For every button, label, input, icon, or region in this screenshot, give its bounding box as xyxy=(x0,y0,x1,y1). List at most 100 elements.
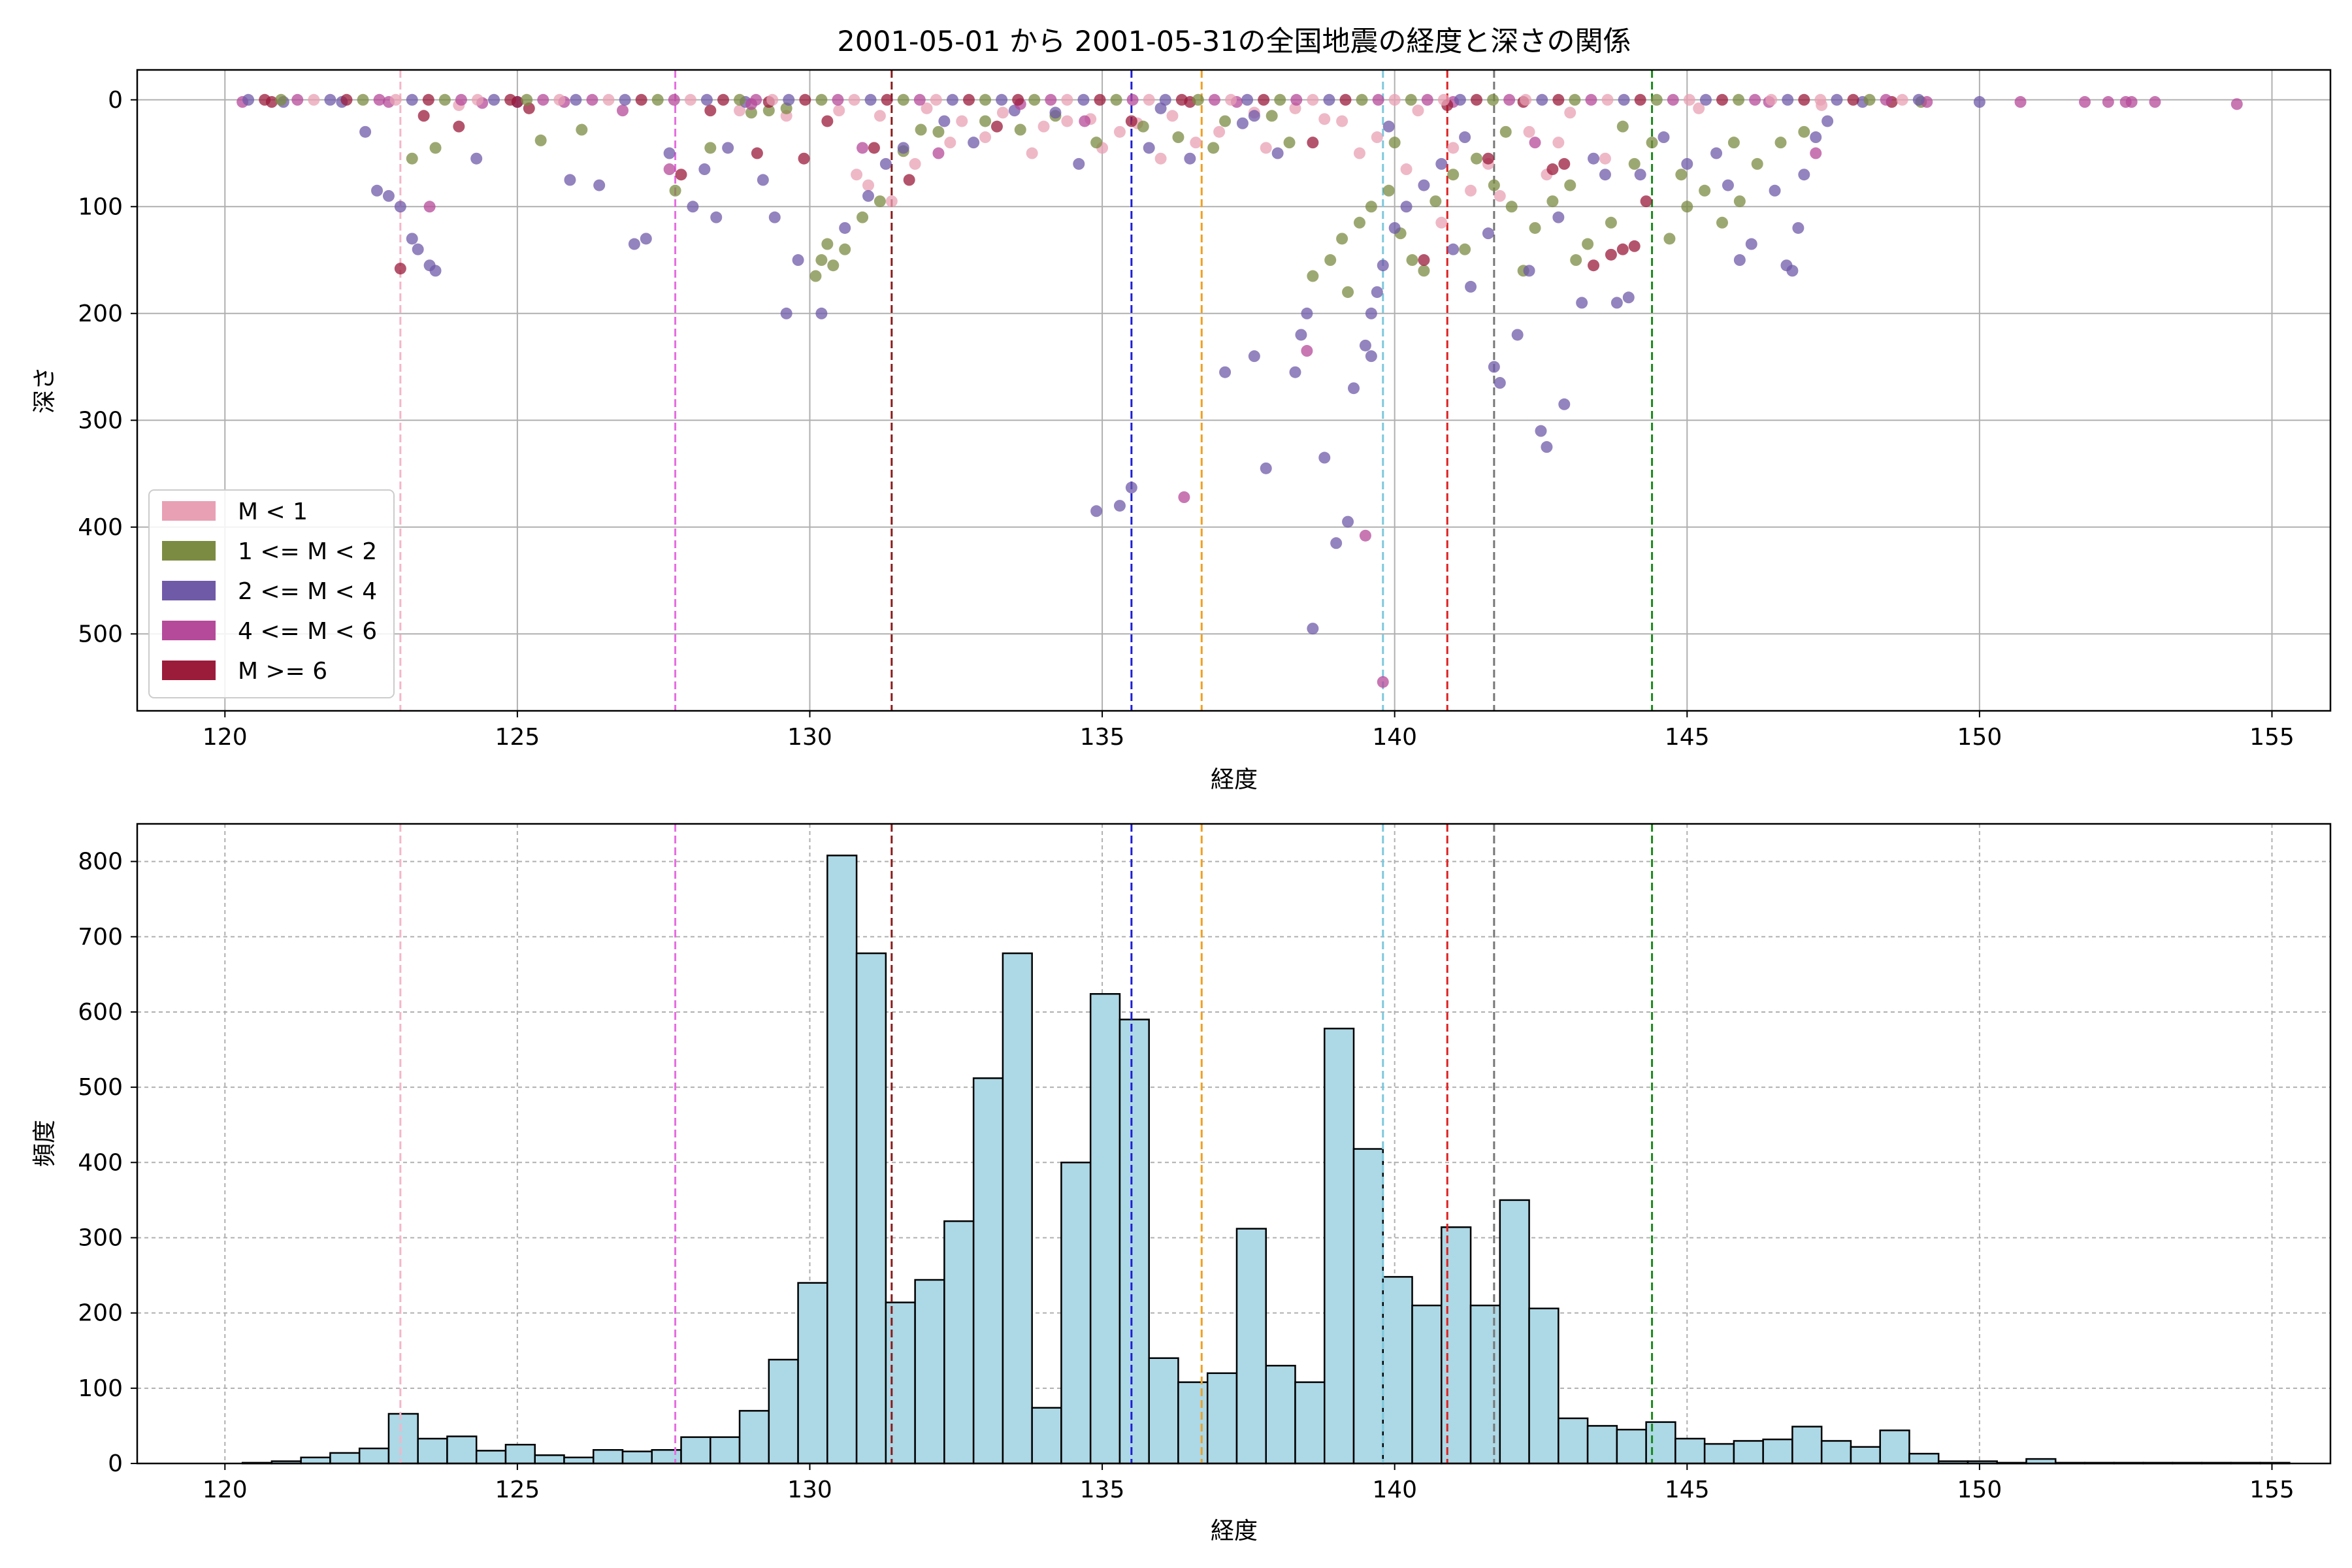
scatter-point xyxy=(1605,216,1617,229)
scatter-point xyxy=(675,169,687,181)
scatter-point xyxy=(1353,216,1365,229)
scatter-point xyxy=(1159,93,1171,106)
scatter-point xyxy=(1599,152,1611,165)
scatter-point xyxy=(1831,93,1843,106)
scatter-point xyxy=(815,93,828,106)
scatter-point xyxy=(1681,201,1693,213)
scatter-point xyxy=(1683,93,1695,106)
histogram-bar xyxy=(738,1410,770,1465)
histogram-bar xyxy=(1294,1381,1326,1465)
scatter-point xyxy=(1318,113,1331,125)
scatter-point xyxy=(990,120,1003,133)
scatter-grid xyxy=(137,70,2330,711)
scatter-point xyxy=(1353,147,1365,159)
legend-swatch xyxy=(162,581,216,600)
scatter-point xyxy=(373,93,385,106)
histogram-bar xyxy=(446,1435,478,1465)
scatter-point xyxy=(757,174,769,186)
scatter-point xyxy=(832,93,844,106)
scatter-point xyxy=(792,254,804,267)
scatter-point xyxy=(1634,93,1646,106)
scatter-point xyxy=(1727,137,1740,149)
scatter-point xyxy=(663,163,676,176)
scatter-point xyxy=(1359,529,1371,542)
scatter-point xyxy=(1348,382,1360,395)
scatter-point xyxy=(1113,500,1126,512)
scatter-point xyxy=(1225,93,1237,106)
histogram-bar xyxy=(1031,1407,1062,1465)
scatter-point xyxy=(857,142,869,154)
histogram-bar xyxy=(475,1450,507,1465)
scatter-point xyxy=(783,93,795,106)
histogram-bar xyxy=(1148,1357,1179,1465)
scatter-x-tick-label: 150 xyxy=(1957,724,2002,751)
histogram-x-tick-label: 140 xyxy=(1372,1477,1417,1503)
scatter-point xyxy=(1125,115,1137,127)
scatter-point xyxy=(1324,254,1337,267)
scatter-point xyxy=(1079,115,1091,127)
histogram-bar xyxy=(680,1436,711,1465)
scatter-point xyxy=(751,147,763,159)
scatter-point xyxy=(827,259,840,272)
histogram-bar xyxy=(1411,1304,1443,1465)
scatter-point xyxy=(1558,157,1571,170)
scatter-point xyxy=(1213,125,1226,138)
scatter-point xyxy=(848,93,860,106)
scatter-point xyxy=(704,105,717,117)
scatter-point xyxy=(1014,123,1026,136)
histogram-bar xyxy=(1206,1372,1238,1465)
scatter-point xyxy=(1137,120,1149,133)
scatter-point xyxy=(1745,238,1757,250)
scatter-point xyxy=(1154,152,1167,165)
scatter-point xyxy=(1125,482,1137,494)
scatter-point xyxy=(357,93,369,106)
scatter-point xyxy=(1447,169,1460,181)
scatter-point xyxy=(1792,221,1805,234)
scatter-y-ticks: 0 100 200 300 400 500 xyxy=(78,87,137,647)
scatter-point xyxy=(734,93,746,106)
scatter-point xyxy=(570,93,582,106)
scatter-point xyxy=(1847,93,1859,106)
scatter-point xyxy=(2149,96,2161,108)
histogram-bar xyxy=(826,855,858,1465)
scatter-point xyxy=(2014,96,2027,108)
scatter-point xyxy=(1289,366,1301,378)
scatter-point xyxy=(1190,137,1202,149)
scatter-point xyxy=(1061,115,1073,127)
scatter-point xyxy=(1388,93,1401,106)
scatter-point xyxy=(851,169,863,181)
scatter-point xyxy=(932,125,945,138)
scatter-point xyxy=(1342,515,1354,528)
scatter-point xyxy=(909,157,921,170)
legend-swatch xyxy=(162,661,216,680)
histogram-bar xyxy=(1177,1381,1209,1465)
scatter-point xyxy=(815,307,828,319)
scatter-point xyxy=(1412,105,1424,117)
scatter-point xyxy=(1382,120,1395,133)
scatter-point xyxy=(1973,96,1985,108)
scatter-y-axis-label: 深さ xyxy=(31,367,58,414)
scatter-point xyxy=(1258,93,1270,106)
scatter-point xyxy=(1774,137,1787,149)
scatter-point xyxy=(1681,157,1693,170)
scatter-point xyxy=(798,152,810,165)
histogram-bar xyxy=(1235,1228,1267,1465)
scatter-point xyxy=(1710,147,1723,159)
scatter-point xyxy=(488,93,500,106)
histogram-bar xyxy=(1645,1421,1676,1465)
scatter-point xyxy=(1471,152,1483,165)
scatter-point xyxy=(1494,189,1506,202)
scatter-x-tick-label: 155 xyxy=(2249,724,2295,751)
scatter-y-tick-label: 500 xyxy=(78,621,123,647)
scatter-point xyxy=(417,110,430,122)
scatter-point xyxy=(1605,248,1617,261)
scatter-point xyxy=(1143,142,1155,154)
scatter-point xyxy=(1716,93,1728,106)
scatter-point xyxy=(1073,157,1085,170)
histogram-plot-frame xyxy=(136,823,2332,1465)
scatter-point xyxy=(586,93,598,106)
histogram-bar xyxy=(593,1449,624,1465)
scatter-point xyxy=(2119,96,2132,108)
scatter-point xyxy=(968,137,980,149)
